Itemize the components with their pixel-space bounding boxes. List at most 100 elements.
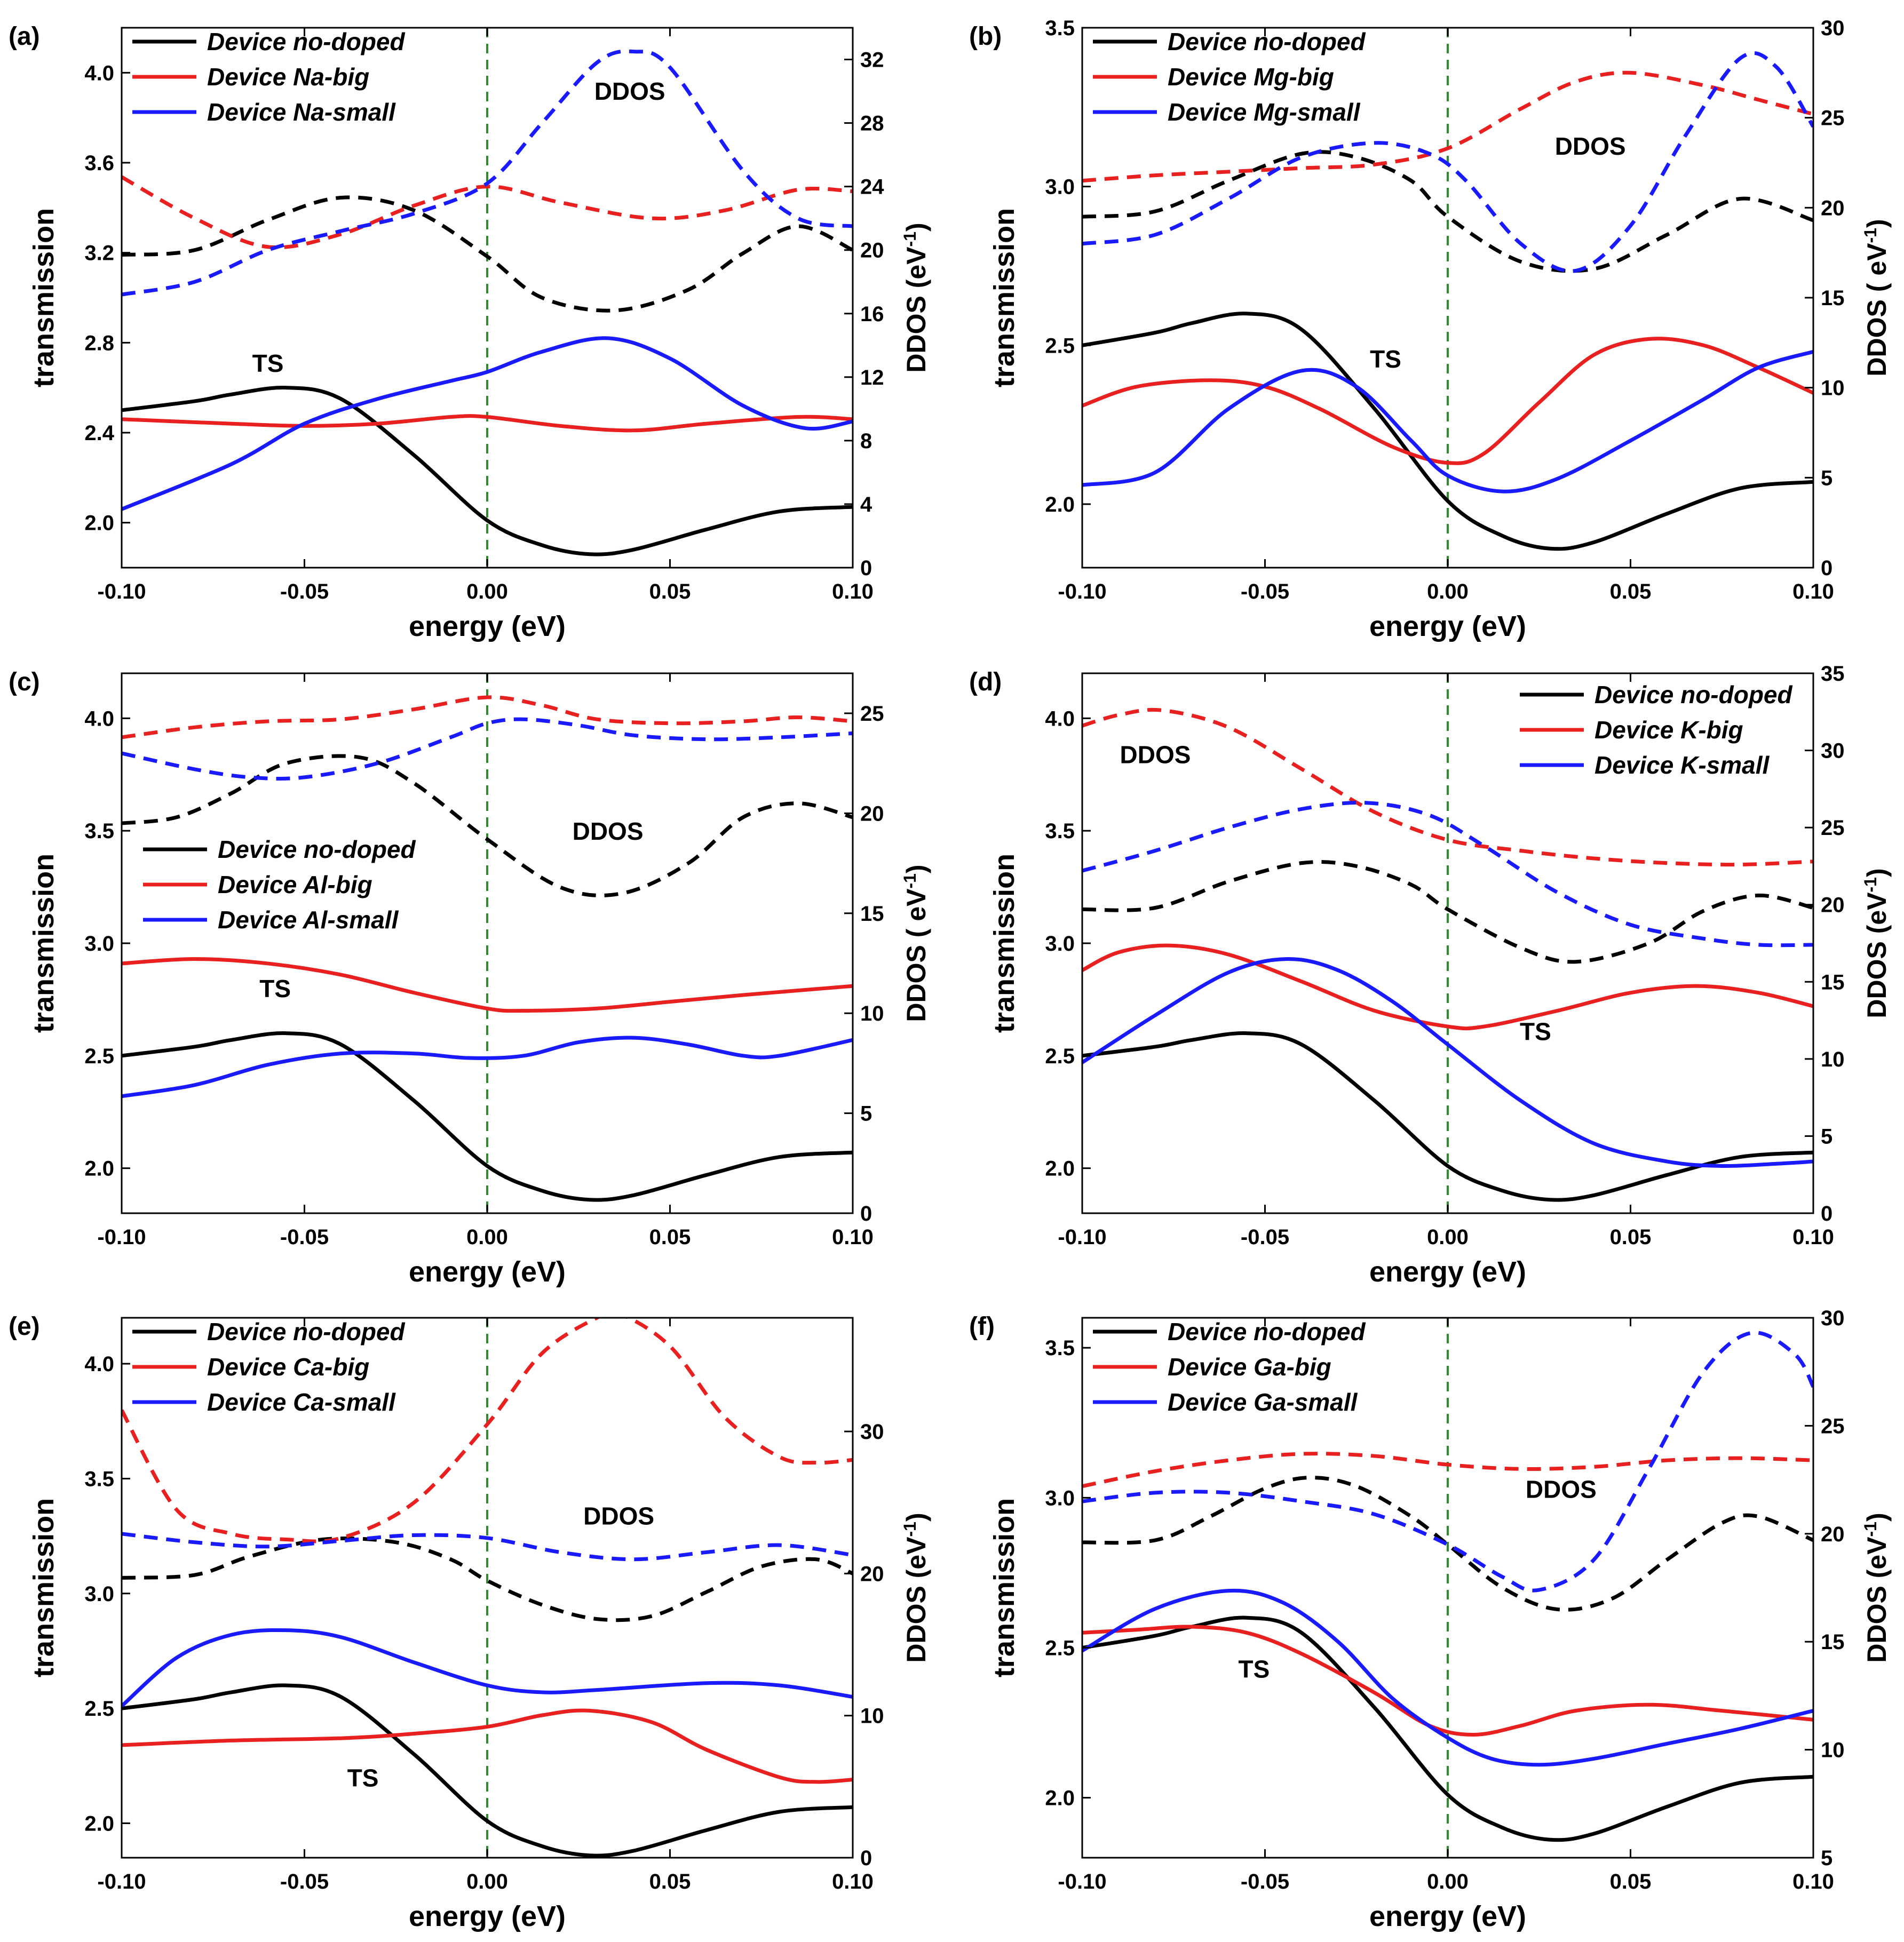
legend-entry: Device Ca-small [207, 1388, 396, 1416]
y-tick-label: 3.0 [84, 1582, 114, 1606]
y2-tick-label: 20 [1821, 894, 1845, 917]
x-axis-label: energy (eV) [1369, 1256, 1526, 1288]
chart-panel-c: -0.10 -0.05 0.00 0.05 0.10 2.0 2.5 3.0 3.5 4.0 0 5 1… [9, 668, 931, 1288]
x-axis-label: energy (eV) [409, 610, 566, 642]
series-line-ddos-device-na-big [122, 175, 853, 250]
y2-tick-label: 5 [1821, 466, 1832, 490]
y-tick-label: 2.4 [84, 421, 114, 445]
x-tick-label: -0.05 [1241, 1870, 1289, 1893]
y-axis-label: transmission [988, 1498, 1020, 1677]
y2-tick-label: 0 [1821, 556, 1832, 580]
legend: Device no-doped Device Ga-big Device Ga-sm… [1093, 1318, 1366, 1416]
series-line-ts-device-na-big [122, 414, 853, 433]
legend: Device no-doped Device Al-big Device Al-sm… [143, 835, 416, 934]
y-tick-label: 3.0 [1045, 1486, 1075, 1510]
series-line-ts-device-mg-small [1082, 349, 1813, 494]
y2-axis-label: DDOS (eV-1) [1861, 868, 1892, 1018]
y-tick-label: 2.0 [84, 1812, 114, 1835]
panel-label: (d) [969, 668, 1002, 696]
series-line-ts-device-no-doped [1082, 1031, 1813, 1202]
legend: Device no-doped Device Ca-big Device Ca-sm… [132, 1318, 406, 1416]
y-tick-label: 2.0 [1045, 1787, 1075, 1810]
x-tick-label: -0.05 [1241, 580, 1289, 603]
legend-entry: Device K-small [1594, 751, 1770, 779]
series-line-ts-device-ga-small [1082, 1588, 1813, 1767]
x-axis-label: energy (eV) [409, 1900, 566, 1932]
panel-label: (e) [9, 1312, 40, 1341]
y2-tick-label: 0 [860, 1847, 872, 1870]
y-tick-label: 4.0 [84, 1352, 114, 1376]
x-tick-label: -0.05 [1241, 1225, 1289, 1249]
annotation-ddos: DDOS [594, 77, 665, 105]
legend-entry: Device Ca-big [207, 1353, 369, 1381]
legend-entry: Device Na-small [207, 98, 396, 126]
legend-entry: Device Mg-big [1168, 63, 1334, 91]
legend-entry: Device Na-big [207, 63, 369, 91]
y2-tick-label: 12 [860, 366, 884, 389]
annotation-ts: TS [252, 349, 284, 377]
x-tick-label: -0.10 [97, 1870, 146, 1893]
series-line-ddos-device-no-doped [1082, 150, 1813, 273]
legend-entry: Device K-big [1594, 716, 1743, 744]
series-line-ddos-device-no-doped [122, 754, 853, 897]
x-tick-label: 0.10 [832, 1870, 874, 1893]
series-line-ts-device-na-small [122, 336, 853, 511]
y2-tick-label: 10 [860, 1002, 884, 1025]
y2-tick-label: 15 [1821, 970, 1845, 994]
y2-tick-label: 30 [860, 1420, 884, 1444]
series-line-ts-device-ca-small [122, 1628, 853, 1708]
panel-label: (a) [9, 22, 40, 51]
y2-tick-label: 30 [1821, 739, 1845, 763]
series-line-ts-device-no-doped [122, 386, 853, 556]
annotation-ts: TS [1370, 345, 1401, 373]
x-axis-label: energy (eV) [409, 1256, 566, 1288]
y2-tick-label: 20 [1821, 196, 1845, 220]
series-line-ddos-device-k-big [1082, 707, 1813, 867]
y2-tick-label: 15 [860, 902, 884, 926]
series-line-ts-device-ca-big [122, 1708, 853, 1784]
panel-label: (b) [969, 22, 1002, 51]
y-tick-label: 2.0 [84, 1157, 114, 1181]
y-tick-label: 3.5 [84, 819, 114, 843]
x-tick-label: -0.05 [280, 580, 329, 603]
x-axis-label: energy (eV) [1369, 610, 1526, 642]
y2-tick-label: 10 [1821, 1048, 1845, 1071]
legend-entry: Device no-doped [207, 1318, 406, 1346]
legend-entry: Device Mg-small [1168, 98, 1361, 126]
x-tick-label: 0.05 [649, 1225, 691, 1249]
y2-tick-label: 10 [1821, 377, 1845, 400]
y-tick-label: 2.5 [1045, 1045, 1075, 1068]
y2-tick-label: 20 [860, 802, 884, 825]
annotation-ddos: DDOS [573, 817, 644, 845]
x-axis-label: energy (eV) [1369, 1900, 1526, 1932]
series-line-ddos-device-ga-small [1082, 1331, 1813, 1593]
legend-entry: Device no-doped [1168, 28, 1366, 55]
y2-axis-label: DDOS ( eV-1) [900, 864, 931, 1022]
annotation-ts: TS [1239, 1656, 1270, 1683]
series-line-ddos-device-no-doped [122, 1536, 853, 1622]
legend-entry: Device Al-small [218, 906, 399, 934]
x-tick-label: -0.10 [1058, 580, 1106, 603]
y-tick-label: 3.5 [84, 1467, 114, 1491]
series-line-ts-device-al-big [122, 957, 853, 1013]
series-line-ddos-device-ga-big [1082, 1452, 1813, 1489]
x-tick-label: 0.00 [466, 1225, 508, 1249]
y2-tick-label: 20 [860, 239, 884, 262]
annotation-ddos: DDOS [1120, 741, 1191, 769]
x-tick-label: 0.00 [1427, 1225, 1469, 1249]
y2-tick-label: 28 [860, 112, 884, 136]
y2-tick-label: 0 [860, 556, 872, 580]
legend-entry: Device no-doped [207, 28, 406, 55]
y-tick-label: 4.0 [1045, 707, 1075, 730]
chart-panel-a: -0.10 -0.05 0.00 0.05 0.10 2.0 2.4 2.8 3.2 3.6 4.0… [9, 22, 931, 642]
legend: Device no-doped Device K-big Device K-smal… [1520, 681, 1793, 779]
y-tick-label: 4.0 [84, 707, 114, 730]
x-tick-label: 0.05 [1610, 1870, 1652, 1893]
x-tick-label: -0.10 [1058, 1870, 1106, 1893]
x-tick-label: -0.05 [280, 1870, 329, 1893]
chart-panel-d: -0.10 -0.05 0.00 0.05 0.10 2.0 2.5 3.0 3.5 4.0 0 5 1… [969, 662, 1892, 1288]
y2-axis-label: DDOS ( eV-1) [1861, 219, 1892, 376]
annotation-ddos: DDOS [1555, 132, 1626, 160]
series-line-ddos-device-al-big [122, 695, 853, 739]
